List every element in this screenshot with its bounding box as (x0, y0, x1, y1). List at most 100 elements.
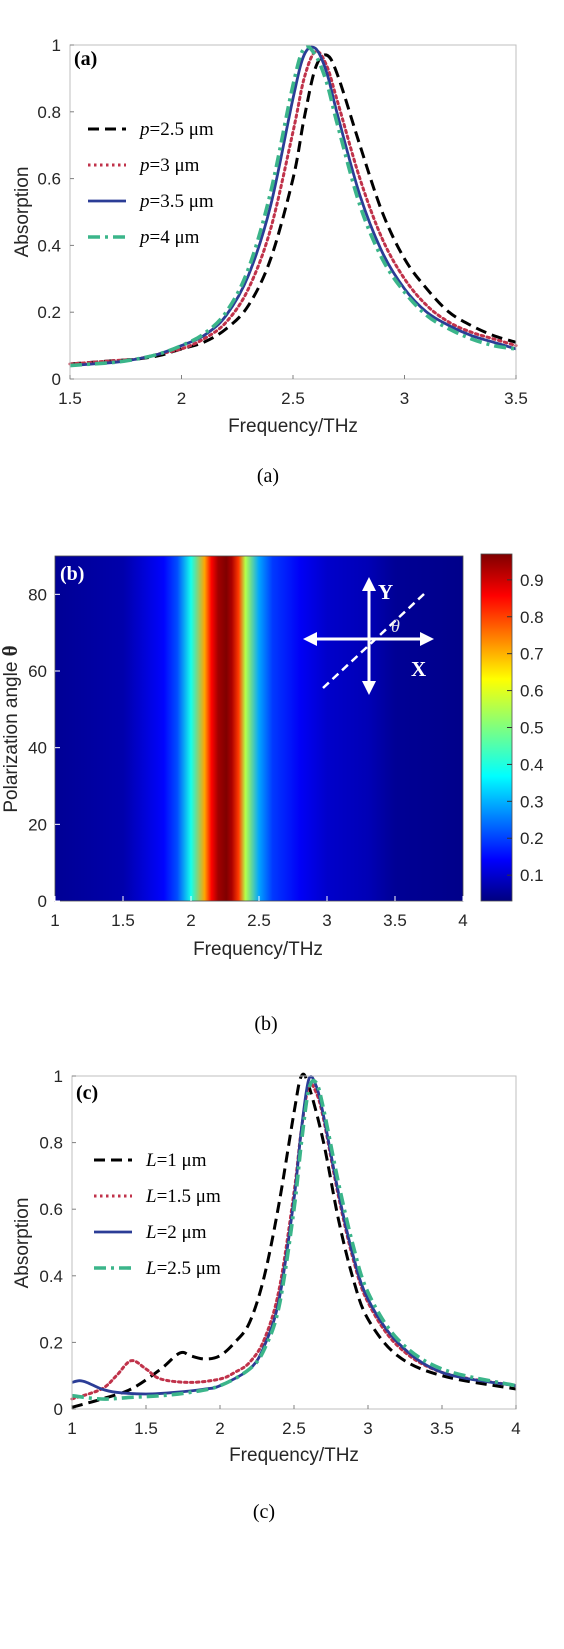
chart-panel-c: 1 1.5 2 2.5 3 3.5 400.20.40.60.81 (c) L=1 μmL=… (12, 1067, 521, 1523)
caption-b: (b) (254, 1013, 277, 1035)
panel-tag-a: (a) (74, 48, 97, 70)
legend-label-var: L (145, 1150, 157, 1171)
y-tick-label: 0.2 (39, 1333, 63, 1352)
caption-a: (a) (257, 465, 279, 487)
y-axis-label-b: Polarization angle θ (0, 645, 22, 812)
legend-label: p=4 μm (138, 227, 200, 248)
y-tick-label: 80 (28, 585, 47, 604)
y-tick-label: 0 (52, 370, 61, 389)
colorbar (480, 553, 513, 902)
y-tick-label: 0.4 (39, 1267, 63, 1286)
inset-label-x: X (411, 657, 426, 681)
series-line-4 (69, 44, 517, 368)
y-tick-label: 0.2 (37, 303, 61, 322)
series-line-1 (69, 53, 517, 366)
x-tick-label: 1.5 (134, 1419, 158, 1438)
y-tick-label: 0.8 (37, 103, 61, 122)
x-tick-label: 4 (511, 1419, 520, 1438)
legend-label-var: L (145, 1222, 157, 1243)
y-axis-label-c: Absorption (12, 1198, 33, 1289)
legend-label-var: L (145, 1258, 157, 1279)
legend-label-value: =2.5 μm (150, 119, 214, 140)
colorbar-tick-label: 0.7 (520, 645, 544, 664)
x-tick-label: 2.5 (282, 1419, 306, 1438)
series-group-c (70, 1072, 518, 1409)
x-tick-label: 2.5 (247, 911, 271, 930)
y-tick-label: 60 (28, 662, 47, 681)
colorbar-tick-label: 0.6 (520, 682, 544, 701)
polarization-direction-line (322, 593, 425, 689)
colorbar-tick-label: 0.8 (520, 608, 544, 627)
panel-tag-b: (b) (60, 563, 84, 585)
legend-label-value: =1 μm (157, 1150, 207, 1171)
legend-label-value: =3 μm (150, 155, 200, 176)
series-line-1 (71, 1072, 517, 1409)
chart-panel-a: 1.5 2 2.5 3 3.500.20.40.60.81 (a) p=2.5 μmp=… (12, 36, 528, 487)
legend-label-var: p (138, 119, 150, 140)
legend-label-var: p (138, 155, 150, 176)
x-tick-label: 3.5 (430, 1419, 454, 1438)
y-tick-label: 20 (28, 815, 47, 834)
colorbar-tick-label: 0.4 (520, 755, 544, 774)
colorbar-tick-label: 0.3 (520, 792, 544, 811)
x-tick-label: 1 (67, 1419, 76, 1438)
x-tick-label: 3 (400, 389, 409, 408)
legend-label-value: =2.5 μm (157, 1258, 221, 1279)
legend-label-var: p (138, 227, 150, 248)
plot-area-c (72, 1076, 516, 1409)
ticks-a: 1.5 2 2.5 3 3.5 0 0.2 0.4 0.6 0.8 1 (37, 36, 527, 408)
y-axis-label-a: Absorption (12, 167, 33, 258)
y-tick-label: 0 (54, 1400, 63, 1419)
legend-label: L=2 μm (145, 1222, 207, 1243)
x-tick-label: 2 (177, 389, 186, 408)
legend-label-value: =4 μm (150, 227, 200, 248)
legend-label-var: p (138, 191, 150, 212)
x-tick-label: 3.5 (504, 389, 528, 408)
x-tick-label: 4 (458, 911, 467, 930)
legend-label: p=3 μm (138, 155, 200, 176)
polarization-inset: Y X θ (303, 577, 434, 695)
legend-label-value: =2 μm (157, 1222, 207, 1243)
inset-label-theta: θ (391, 616, 400, 636)
x-tick-label: 2 (186, 911, 195, 930)
x-tick-label: 3.5 (383, 911, 407, 930)
x-tick-label: 1.5 (58, 389, 82, 408)
colorbar-ticks: 0.1 0.2 0.3 0.4 0.5 0.6 0.7 0.8 0.9 (507, 571, 544, 885)
y-tick-label: 0 (38, 892, 47, 911)
heatmap-area-b (55, 556, 463, 901)
colorbar-tick-label: 0.1 (520, 866, 544, 885)
y-tick-label: 0.4 (37, 236, 61, 255)
x-axis-label-b: Frequency/THz (193, 939, 323, 960)
ticks-c: 1 1.5 2 2.5 3 3.5 4 0 0.2 0.4 0.6 0.8 1 (39, 1067, 520, 1438)
caption-c: (c) (253, 1501, 275, 1523)
x-tick-label: 1 (50, 911, 59, 930)
colorbar-tick-label: 0.5 (520, 719, 544, 738)
x-tick-label: 1.5 (111, 911, 135, 930)
legend-label: L=2.5 μm (145, 1258, 221, 1279)
panel-tag-c: (c) (76, 1082, 98, 1104)
x-arrow-right-head (420, 632, 434, 646)
y-tick-label: 0.8 (39, 1134, 63, 1153)
y-tick-label: 0.6 (39, 1200, 63, 1219)
legend-label: L=1 μm (145, 1150, 207, 1171)
x-axis-label-a: Frequency/THz (228, 416, 358, 437)
y-tick-label: 0.6 (37, 170, 61, 189)
x-arrow-left-head (303, 632, 317, 646)
legend-label: L=1.5 μm (145, 1186, 221, 1207)
y-axis-label-b-symbol: θ (0, 645, 22, 656)
legend-label: p=3.5 μm (138, 191, 214, 212)
inset-label-y: Y (378, 580, 393, 604)
colorbar-tick-label: 0.2 (520, 829, 544, 848)
x-axis-label-c: Frequency/THz (229, 1445, 359, 1466)
x-tick-label: 3 (322, 911, 331, 930)
series-group-a (68, 44, 518, 368)
y-arrow-up-head (362, 577, 376, 591)
x-tick-label: 2.5 (281, 389, 305, 408)
legend-c: L=1 μmL=1.5 μmL=2 μmL=2.5 μm (94, 1150, 221, 1279)
y-axis-label-b-text: Polarization angle (1, 656, 22, 812)
y-tick-label: 1 (52, 36, 61, 55)
legend-label: p=2.5 μm (138, 119, 214, 140)
